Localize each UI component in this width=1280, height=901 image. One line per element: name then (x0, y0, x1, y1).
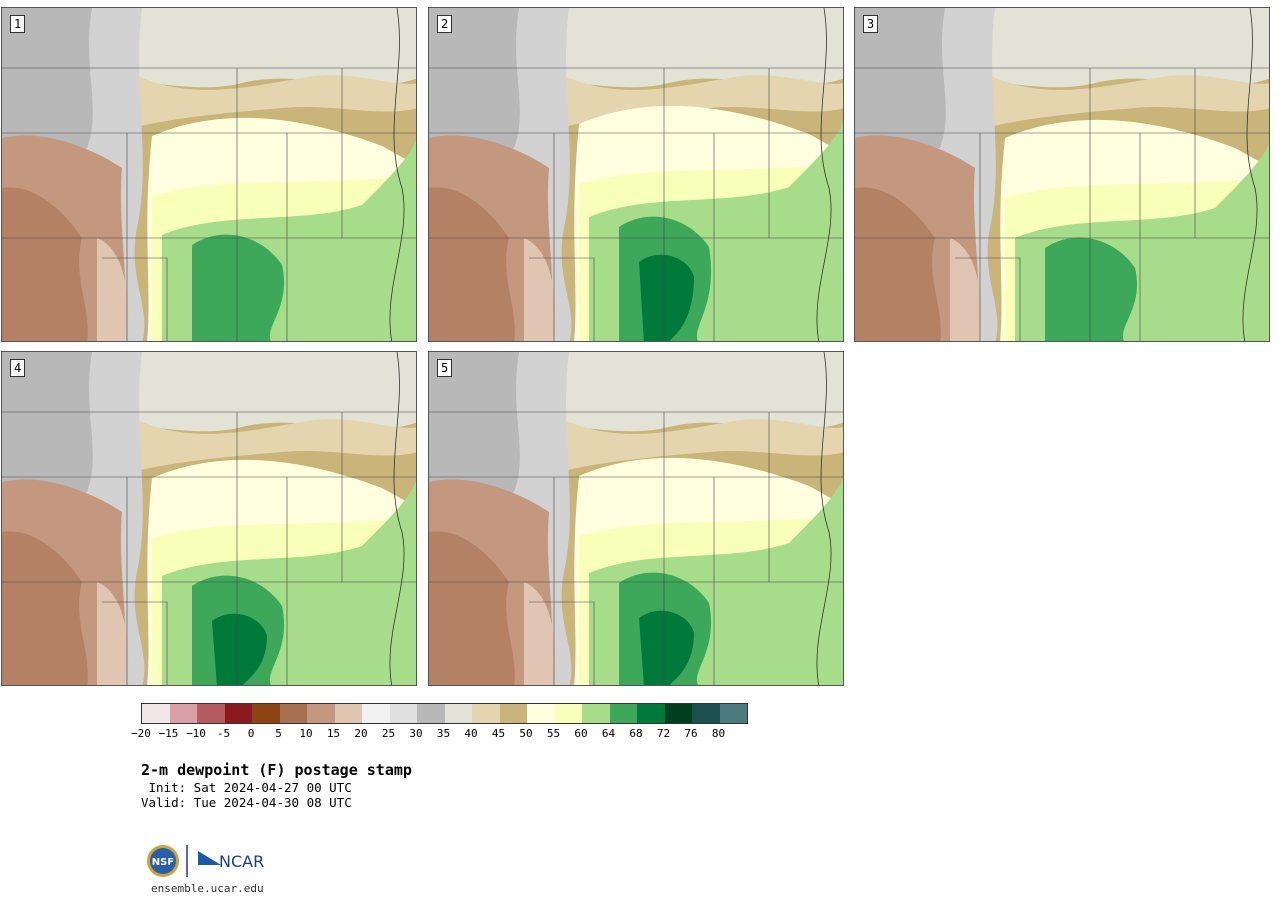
stamp-panel-5: 5 (428, 351, 844, 686)
colorbar-tick-label: 20 (354, 727, 368, 740)
dewpoint-map (2, 352, 416, 685)
colorbar-swatch (307, 704, 335, 723)
colorbar-tick-label: 15 (326, 727, 341, 740)
colorbar-tick-label: -5 (216, 727, 231, 740)
colorbar-swatch (197, 704, 225, 723)
colorbar-swatch (362, 704, 390, 723)
colorbar-swatch (554, 704, 582, 723)
colorbar-swatch (142, 704, 170, 723)
colorbar-tick-label: 35 (436, 727, 451, 740)
colorbar-swatch (719, 704, 747, 723)
panel-number-label: 3 (863, 15, 879, 33)
colorbar-tick-label: 40 (464, 727, 478, 740)
colorbar-tick-label: 5 (275, 727, 282, 740)
dewpoint-map (429, 352, 843, 685)
valid-time: Valid: Tue 2024-04-30 08 UTC (141, 795, 352, 810)
colorbar-tick-label: −15 (158, 727, 179, 740)
colorbar-tick-label: 76 (684, 727, 698, 740)
colorbar-swatch (252, 704, 280, 723)
colorbar-tick-label: 10 (299, 727, 313, 740)
colorbar-swatch (334, 704, 362, 723)
stamp-panel-1: 1 (1, 7, 417, 342)
colorbar-tick-label: 60 (574, 727, 588, 740)
colorbar-swatch (582, 704, 610, 723)
colorbar-tick-label: 50 (519, 727, 533, 740)
nsf-ncar-logo: NSF NCAR (147, 845, 264, 877)
colorbar-swatch (499, 704, 527, 723)
colorbar-swatch (444, 704, 472, 723)
panel-number-label: 5 (437, 359, 453, 377)
colorbar-ticks: −20 −15 −10 -5 0 5 10 15 20 25 30 35 40 45 50 55 60 64 68 7… (131, 727, 761, 741)
colorbar-swatch (692, 704, 720, 723)
init-time: Init: Sat 2024-04-27 00 UTC (141, 780, 352, 795)
ncar-logo-text: NCAR (219, 852, 264, 871)
colorbar-tick-label: 0 (247, 727, 255, 740)
panel-number-label: 1 (10, 15, 26, 33)
colorbar-swatch (279, 704, 307, 723)
colorbar-swatch (417, 704, 445, 723)
colorbar-tick-label: 72 (656, 727, 671, 740)
colorbar-swatch (472, 704, 500, 723)
colorbar-tick-label: 25 (381, 727, 396, 740)
nsf-logo-text: NSF (152, 857, 174, 868)
colorbar-swatch (389, 704, 417, 723)
colorbar-tick-label: 55 (546, 727, 561, 740)
panel-number-label: 4 (10, 359, 26, 377)
dewpoint-map (2, 8, 416, 341)
figure-title: 2-m dewpoint (F) postage stamp (141, 761, 412, 779)
colorbar-swatch (637, 704, 665, 723)
colorbar-tick-label: 30 (409, 727, 423, 740)
colorbar-swatch (224, 704, 252, 723)
stamp-panel-2: 2 (428, 7, 844, 342)
colorbar-tick-label: −20 (131, 727, 151, 740)
dewpoint-map (855, 8, 1269, 341)
colorbar (141, 703, 748, 724)
site-url: ensemble.ucar.edu (151, 882, 264, 895)
panel-number-label: 2 (437, 15, 453, 33)
dewpoint-map (429, 8, 843, 341)
colorbar-swatch (664, 704, 692, 723)
colorbar-tick-label: 64 (601, 727, 616, 740)
colorbar-swatch (609, 704, 637, 723)
colorbar-tick-label: 68 (629, 727, 643, 740)
colorbar-tick-label: 80 (711, 727, 726, 740)
colorbar-swatch (527, 704, 555, 723)
colorbar-swatch (169, 704, 197, 723)
stamp-panel-4: 4 (1, 351, 417, 686)
stamp-panel-3: 3 (854, 7, 1270, 342)
colorbar-tick-label: −10 (186, 727, 206, 740)
colorbar-tick-label: 45 (491, 727, 506, 740)
